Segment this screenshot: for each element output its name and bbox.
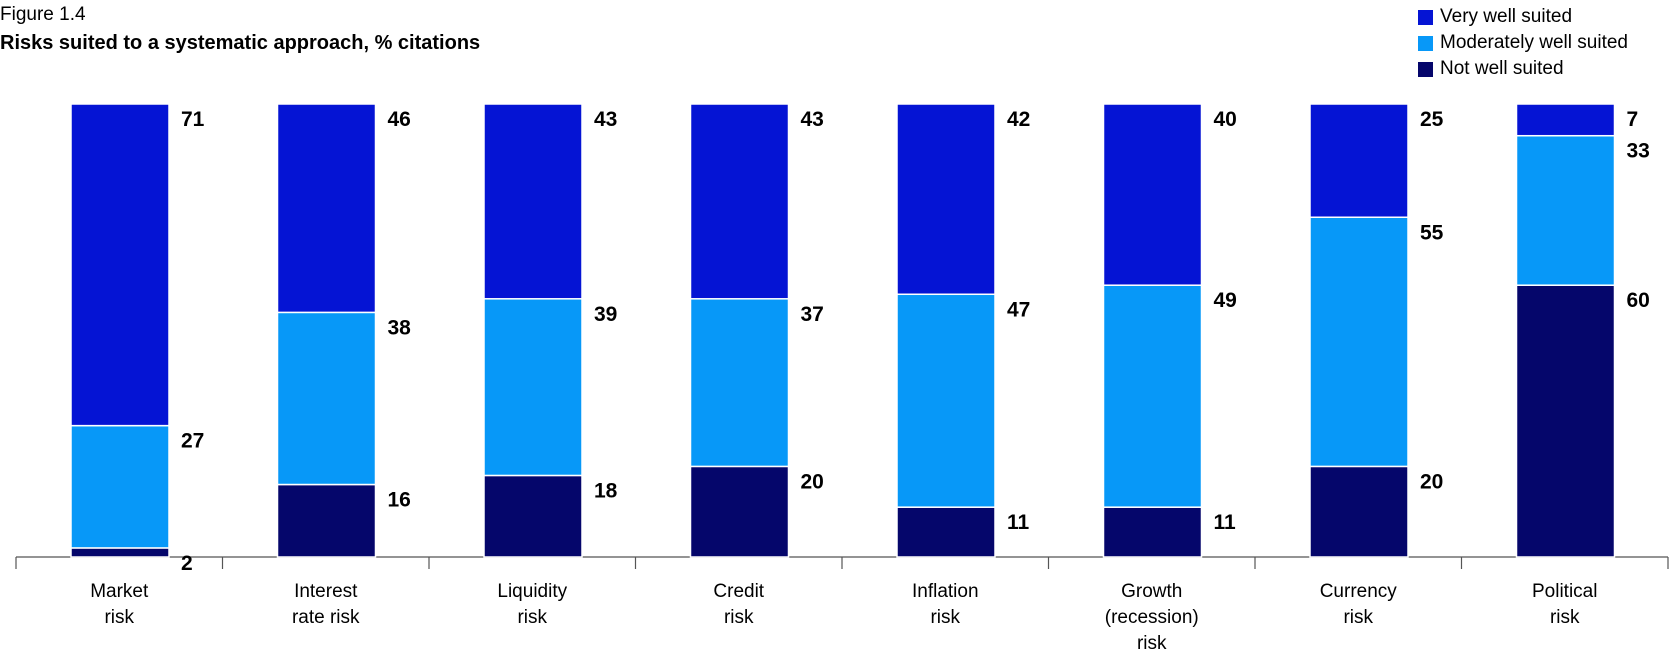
category-label-line: Growth xyxy=(1121,581,1182,602)
category-label-line: risk xyxy=(1137,633,1167,654)
legend-swatch xyxy=(1418,9,1433,25)
category-label-line: risk xyxy=(724,607,754,628)
data-label-moderately-well-suited: 37 xyxy=(801,303,824,326)
category-label-line: risk xyxy=(930,607,960,628)
bar-segment-not-well-suited xyxy=(1102,506,1203,558)
data-label-very-well-suited: 43 xyxy=(801,108,824,131)
data-label-very-well-suited: 46 xyxy=(388,108,411,131)
category-label-line: Credit xyxy=(713,581,764,602)
data-label-not-well-suited: 18 xyxy=(594,479,618,502)
bar-segment-very-well-suited xyxy=(483,103,583,300)
category-label: Political risk xyxy=(1532,581,1597,628)
bar-segment-not-well-suited xyxy=(1515,284,1616,558)
category-label: Currency risk xyxy=(1320,581,1398,628)
category-label: Liquidity risk xyxy=(497,581,567,628)
category-label-line: (recession) xyxy=(1105,607,1199,628)
category-label: Market risk xyxy=(90,581,149,628)
data-label-moderately-well-suited: 38 xyxy=(388,316,412,339)
legend-item-very-well-suited: Very well suited xyxy=(1418,4,1628,30)
bar-segment-not-well-suited xyxy=(896,506,996,558)
legend-label: Moderately well suited xyxy=(1440,32,1628,53)
bar-segment-not-well-suited xyxy=(1309,465,1409,558)
bar-segment-moderately-well-suited xyxy=(70,424,170,549)
data-label-not-well-suited: 11 xyxy=(1007,511,1030,534)
data-label-very-well-suited: 7 xyxy=(1627,108,1639,131)
category-label: Credit risk xyxy=(713,581,764,628)
data-label-not-well-suited: 20 xyxy=(1420,470,1443,493)
category-label-line: risk xyxy=(517,607,547,628)
bar-segment-not-well-suited xyxy=(689,465,790,558)
data-label-not-well-suited: 16 xyxy=(388,489,411,512)
category-label-line: risk xyxy=(1343,607,1373,628)
data-label-moderately-well-suited: 27 xyxy=(181,430,204,453)
data-label-very-well-suited: 25 xyxy=(1420,108,1444,131)
data-label-moderately-well-suited: 55 xyxy=(1420,221,1444,244)
bar-segment-moderately-well-suited xyxy=(1102,284,1203,508)
category-label-line: risk xyxy=(1550,607,1580,628)
bar-segment-moderately-well-suited xyxy=(483,298,583,477)
category-label: Inflation risk xyxy=(912,581,979,628)
data-label-moderately-well-suited: 39 xyxy=(594,303,617,326)
figure-label: Figure 1.4 xyxy=(0,4,86,25)
legend: Very well suited Moderately well suited … xyxy=(1418,4,1628,82)
bar-segment-not-well-suited xyxy=(483,474,583,558)
legend-item-moderately-well-suited: Moderately well suited xyxy=(1418,30,1628,56)
category-label-line: Political xyxy=(1532,581,1597,602)
category-label-line: Inflation xyxy=(912,581,979,602)
legend-label: Very well suited xyxy=(1440,6,1573,27)
bar-segment-very-well-suited xyxy=(1102,103,1203,286)
data-label-moderately-well-suited: 47 xyxy=(1007,298,1030,321)
legend-swatch xyxy=(1418,61,1433,77)
category-label-line: rate risk xyxy=(292,607,360,628)
bar-segment-not-well-suited xyxy=(276,483,377,558)
bar-segment-moderately-well-suited xyxy=(896,293,996,508)
category-label: Growth (recession) risk xyxy=(1105,581,1199,654)
data-label-not-well-suited: 2 xyxy=(181,552,193,575)
category-label-line: Liquidity xyxy=(497,581,567,602)
category-label-line: Currency xyxy=(1320,581,1398,602)
bar-segment-not-well-suited xyxy=(70,547,170,558)
category-label-line: Market xyxy=(90,581,149,602)
bar-segment-very-well-suited xyxy=(1309,103,1409,218)
bar-segment-very-well-suited xyxy=(1515,103,1616,137)
bar-segment-moderately-well-suited xyxy=(1309,216,1409,468)
legend-swatch xyxy=(1418,35,1433,51)
data-label-moderately-well-suited: 33 xyxy=(1627,140,1650,163)
category-label-line: risk xyxy=(104,607,134,628)
bar-segment-very-well-suited xyxy=(689,103,790,300)
bar-segment-moderately-well-suited xyxy=(689,298,790,468)
data-label-not-well-suited: 11 xyxy=(1214,511,1237,534)
bar-segment-moderately-well-suited xyxy=(276,311,377,486)
data-label-not-well-suited: 20 xyxy=(801,470,824,493)
chart-title: Risks suited to a systematic approach, %… xyxy=(0,32,481,54)
data-label-moderately-well-suited: 49 xyxy=(1214,289,1237,312)
category-label: Interest rate risk xyxy=(292,581,360,628)
data-label-very-well-suited: 40 xyxy=(1214,108,1237,131)
bar-segment-very-well-suited xyxy=(70,103,170,427)
bar-segment-very-well-suited xyxy=(276,103,377,314)
data-label-very-well-suited: 42 xyxy=(1007,108,1030,131)
category-label-line: Interest xyxy=(294,581,358,602)
data-label-very-well-suited: 43 xyxy=(594,108,617,131)
data-label-not-well-suited: 60 xyxy=(1627,289,1650,312)
bar-segment-moderately-well-suited xyxy=(1515,134,1616,286)
bar-segment-very-well-suited xyxy=(896,103,996,296)
legend-item-not-well-suited: Not well suited xyxy=(1418,56,1628,82)
data-label-very-well-suited: 71 xyxy=(181,108,205,131)
legend-label: Not well suited xyxy=(1440,58,1564,79)
